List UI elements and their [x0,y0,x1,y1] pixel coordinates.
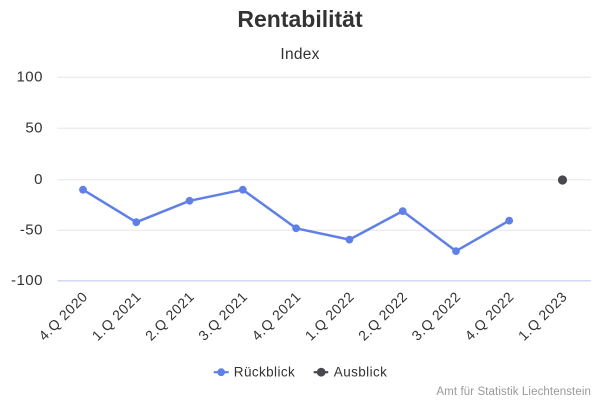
svg-text:Amt für Statistik Liechtenstei: Amt für Statistik Liechtenstein [436,386,591,398]
svg-text:100: 100 [16,69,43,86]
svg-text:-100: -100 [11,272,43,289]
svg-text:Ausblick: Ausblick [334,365,387,380]
svg-text:Rentabilität: Rentabilität [237,6,363,32]
svg-text:Rückblick: Rückblick [234,365,295,380]
svg-text:-50: -50 [20,222,43,239]
svg-text:50: 50 [25,120,43,137]
svg-text:0: 0 [34,171,43,188]
svg-text:Index: Index [280,46,319,63]
